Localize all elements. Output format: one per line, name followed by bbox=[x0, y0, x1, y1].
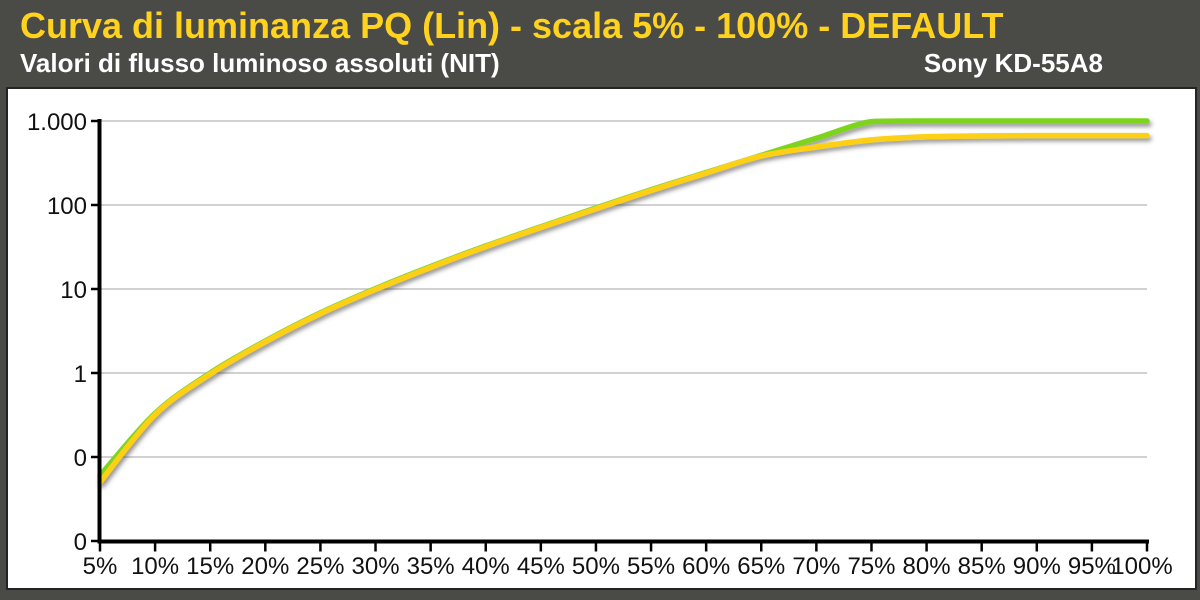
x-tick-label: 15% bbox=[186, 553, 234, 580]
x-tick-label: 5% bbox=[83, 553, 118, 580]
x-tick-label: 35% bbox=[407, 553, 455, 580]
chart-subtitle: Valori di flusso luminoso assoluti (NIT) bbox=[20, 48, 500, 78]
grid-layer bbox=[100, 120, 1147, 458]
y-tick-label: 1 bbox=[74, 361, 87, 388]
curve-layer bbox=[97, 118, 1150, 486]
device-name: Sony KD-55A8 bbox=[923, 48, 1103, 78]
curve-reference-pq-curve bbox=[97, 118, 1150, 479]
x-tick-label: 95% bbox=[1068, 553, 1116, 580]
x-tick-label: 25% bbox=[296, 553, 344, 580]
y-tick-label: 100 bbox=[47, 193, 87, 220]
plot-panel bbox=[6, 87, 1197, 590]
x-tick-label: 70% bbox=[792, 553, 840, 580]
x-tick-label: 80% bbox=[903, 553, 951, 580]
x-tick-label: 20% bbox=[241, 553, 289, 580]
y-tick-label: 10 bbox=[60, 277, 87, 304]
x-tick-label: 85% bbox=[958, 553, 1006, 580]
x-tick-label: 60% bbox=[682, 553, 730, 580]
x-tick-label: 55% bbox=[627, 553, 675, 580]
chart-header: Curva di luminanza PQ (Lin) - scala 5% -… bbox=[0, 0, 1200, 87]
x-tick-label: 100% bbox=[1111, 553, 1172, 580]
x-tick-label: 40% bbox=[462, 553, 510, 580]
x-tick-label: 10% bbox=[131, 553, 179, 580]
y-tick-label: 1.000 bbox=[27, 109, 87, 136]
x-tick-label: 65% bbox=[737, 553, 785, 580]
y-tick-label: 0 bbox=[74, 445, 87, 472]
curve-measured-luminance bbox=[97, 132, 1150, 486]
x-tick-label: 90% bbox=[1013, 553, 1061, 580]
x-tick-label: 50% bbox=[572, 553, 620, 580]
chart-title: Curva di luminanza PQ (Lin) - scala 5% -… bbox=[20, 5, 1004, 46]
x-tick-label: 30% bbox=[352, 553, 400, 580]
x-tick-label: 45% bbox=[517, 553, 565, 580]
axis-layer bbox=[91, 119, 1149, 552]
y-tick-label: 0 bbox=[74, 529, 87, 556]
x-tick-label: 75% bbox=[847, 553, 895, 580]
